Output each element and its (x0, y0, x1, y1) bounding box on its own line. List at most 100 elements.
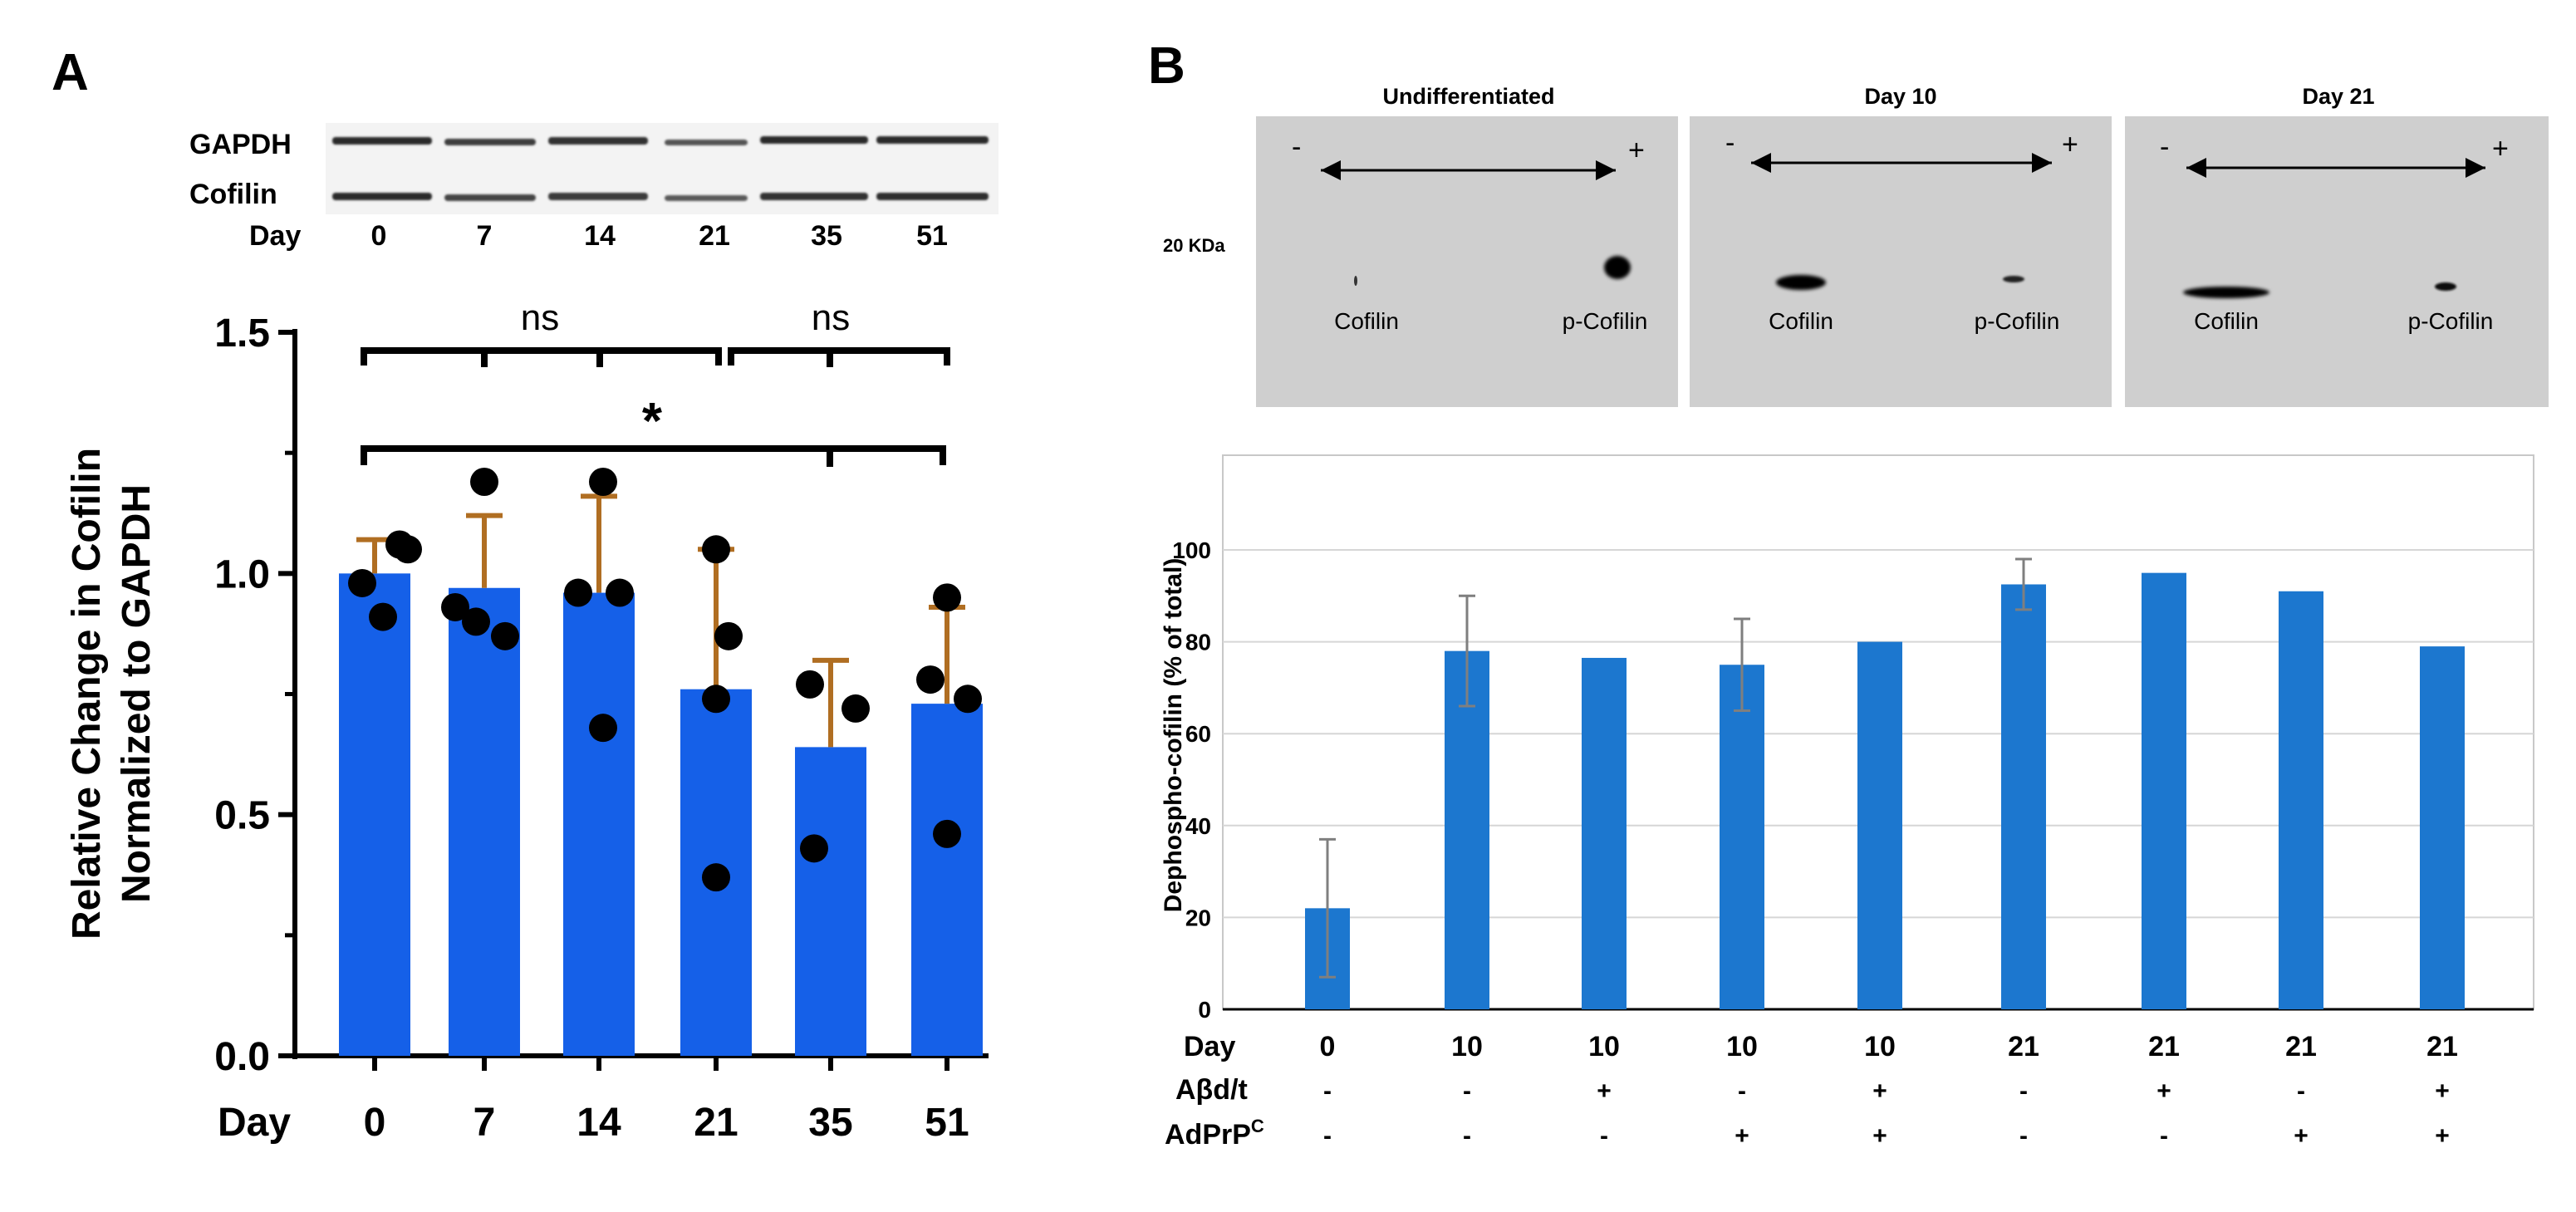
adprp-sign: + (2294, 1122, 2309, 1150)
bracket-star (361, 445, 946, 465)
bar (795, 747, 866, 1056)
x-tick-label: 14 (577, 1101, 621, 1145)
blot-day-tick: 21 (699, 220, 730, 252)
gapdh-band (444, 139, 536, 145)
abeta-sign: - (1463, 1077, 1471, 1105)
bracket-ns-left (361, 347, 722, 366)
gel-day-10: Day 10 - + Cofilin p-Cofilin (1690, 84, 2112, 407)
panel-b: B 20 KDa Undifferentiated - + Cofilin p-… (1148, 37, 2549, 1151)
gel-background (1690, 116, 2112, 407)
cond-day-label: Day (1184, 1031, 1235, 1062)
bar (1445, 650, 1489, 1009)
cofilin-band (548, 193, 648, 200)
x-tick-label: 10 (1588, 1031, 1620, 1062)
panel-b-letter: B (1148, 37, 1185, 95)
blot-gapdh-label: GAPDH (189, 129, 292, 160)
x-tick-label: 51 (925, 1101, 969, 1145)
blot-day-tick: 35 (811, 220, 842, 252)
x-tick-label: 21 (2426, 1031, 2458, 1062)
cofilin-band (760, 193, 868, 200)
blot-day-tick: 7 (477, 220, 493, 252)
abeta-sign: + (1872, 1077, 1887, 1105)
cofilin-spot (1354, 276, 1357, 286)
y-tick-label: 0.0 (214, 1035, 270, 1079)
cofilin-band (876, 193, 989, 200)
y-tick-label: 40 (1185, 813, 1211, 839)
gapdh-bands (332, 136, 989, 145)
gel-p-cofilin-label: p-Cofilin (1563, 308, 1648, 334)
gapdh-band (665, 140, 748, 145)
cofilin-band (444, 194, 536, 201)
data-point (564, 578, 592, 607)
gel-minus: - (1725, 127, 1735, 159)
data-point (702, 863, 730, 892)
y-tick-label: 1.0 (214, 552, 270, 596)
bar (2279, 591, 2323, 1009)
x-tick-label: 0 (364, 1101, 386, 1145)
gapdh-band (332, 137, 432, 145)
data-point (470, 468, 498, 497)
bar (1857, 641, 1902, 1009)
x-tick-label: 10 (1726, 1031, 1758, 1062)
blot-day-tick: 0 (371, 220, 387, 252)
data-point (933, 819, 961, 848)
bar (563, 592, 635, 1056)
data-point (702, 535, 730, 564)
gel-cofilin-label: Cofilin (1334, 308, 1399, 334)
data-point (702, 685, 730, 714)
data-point (441, 592, 469, 621)
cond-abeta-label: Aβd/t (1175, 1074, 1248, 1106)
adprp-sign: + (1735, 1122, 1749, 1150)
condition-rows: - - + - + - + - + - - - + + - - + + (1323, 1077, 2450, 1150)
gel-cofilin-label: Cofilin (2194, 308, 2259, 334)
blot-day-label: Day (249, 220, 301, 252)
x-tick-label: 21 (2285, 1031, 2317, 1062)
sig-ns-left: ns (521, 297, 559, 338)
x-tick-label: 10 (1451, 1031, 1483, 1062)
blot-day-tick: 14 (584, 220, 616, 252)
gel-background (2125, 116, 2549, 407)
gapdh-band (876, 136, 989, 144)
p-cofilin-spot (1604, 256, 1631, 279)
bar (911, 704, 983, 1056)
x-tick-label: 21 (694, 1101, 738, 1145)
p-cofilin-spot (2435, 282, 2456, 291)
adprp-sign: - (1600, 1122, 1608, 1150)
y-tick-label: 0 (1198, 997, 1211, 1023)
gapdh-band (548, 137, 648, 145)
adprp-sign: - (2019, 1122, 2028, 1150)
bracket-ns-right (728, 347, 950, 366)
gel-minus: - (1292, 131, 1301, 163)
data-point (841, 694, 870, 723)
abeta-sign: + (2156, 1077, 2171, 1105)
bar (1720, 665, 1764, 1009)
gel-title: Undifferentiated (1382, 84, 1554, 109)
gel-plus: + (1628, 135, 1645, 166)
data-point (589, 468, 617, 497)
data-point (916, 665, 945, 694)
cond-adprp-main: AdPrP (1165, 1119, 1251, 1151)
y-tick-label: 100 (1172, 537, 1211, 563)
x-axis-label: Day (218, 1101, 291, 1145)
x-tick-label: 21 (2148, 1031, 2180, 1062)
cofilin-band (332, 193, 432, 200)
gel-title: Day 21 (2302, 84, 2374, 109)
x-tick-label: 10 (1864, 1031, 1896, 1062)
significance-brackets (361, 347, 950, 467)
p-cofilin-spot (2003, 276, 2024, 282)
abeta-sign: - (1323, 1077, 1332, 1105)
adprp-sign: + (2435, 1122, 2450, 1150)
data-point (606, 578, 634, 607)
cofilin-band (665, 195, 748, 201)
data-point (954, 685, 982, 714)
x-tick-label: 21 (2008, 1031, 2039, 1062)
kda-label: 20 KDa (1163, 235, 1225, 256)
adprp-sign: + (1872, 1122, 1887, 1150)
cond-adprp-superscript: C (1251, 1116, 1264, 1136)
adprp-sign: - (1323, 1122, 1332, 1150)
gel-undifferentiated: Undifferentiated - + Cofilin p-Cofilin (1256, 84, 1678, 407)
blot-day-tick: 51 (916, 220, 948, 252)
y-axis-label-line: Normalized to GAPDH (115, 484, 159, 903)
bar (1582, 657, 1627, 1009)
